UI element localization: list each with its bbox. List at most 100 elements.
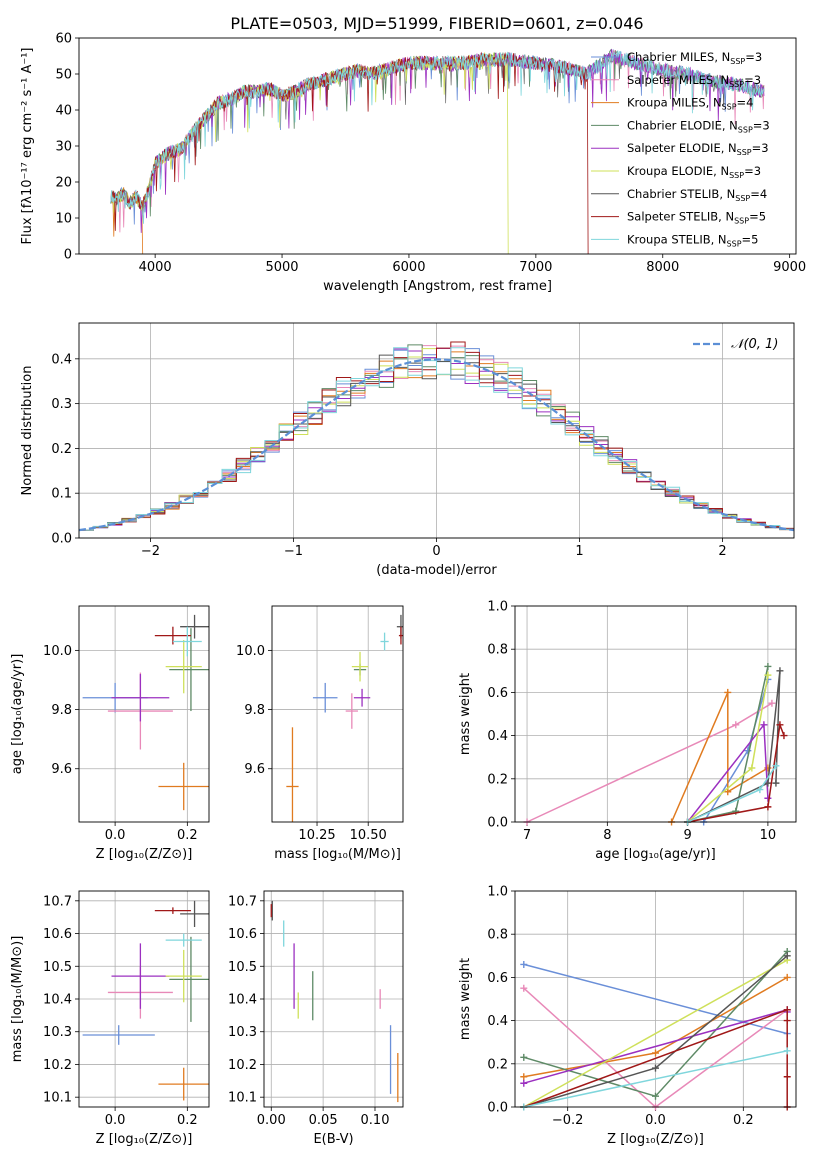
y-tick-label: 10.5 [228, 960, 257, 975]
y-tick-label: 20 [55, 176, 72, 191]
x-axis-label: E(B-V) [313, 1132, 353, 1147]
gaussian-curve [79, 358, 794, 532]
mass-weight-vs-Z-panel: −0.2 0.0 0.2 0.0 0.2 0.4 0.6 0.8 1.0 Z [log₁₀(Z/Z… [458, 885, 797, 1147]
spectrum-lines [110, 48, 765, 254]
y-tick-label: 0.8 [487, 928, 508, 943]
age-vs-Z-panel: 0.0 0.2 9.6 9.8 10.0 Z [log₁₀(Z/Z⊙)] age [log₁… [10, 605, 210, 862]
y-axis-label: age [log₁₀(age/yr)] [10, 654, 25, 775]
y-tick-label: 0.3 [51, 397, 72, 412]
y-tick-label: 10.7 [43, 894, 72, 909]
weight-point-marker [520, 1079, 528, 1087]
x-tick-label: 10 [760, 828, 777, 843]
errorbar-points [286, 614, 403, 822]
y-axis-label: Normed distribution [20, 366, 35, 496]
weight-point-marker [732, 721, 740, 729]
x-tick-label: 8 [603, 828, 611, 843]
axes-frame [78, 890, 210, 1108]
y-tick-label: 10.5 [43, 960, 72, 975]
y-tick-label: 0.6 [487, 971, 508, 986]
x-tick-label: 10.25 [298, 828, 335, 843]
weight-point-marker [724, 688, 732, 696]
x-axis-label: (data-model)/error [376, 563, 497, 578]
weight-point-marker [783, 973, 791, 981]
weight-point-marker [764, 794, 772, 802]
age-vs-mass-panel: 10.25 10.50 9.6 9.8 10.0 mass [log₁₀(M/M⊙)] [236, 605, 404, 862]
legend-entry: 𝒩(0, 1) [731, 337, 778, 352]
x-tick-label: −2 [141, 544, 160, 559]
x-tick-label: 0.0 [105, 828, 126, 843]
x-tick-label: 10.50 [350, 828, 387, 843]
y-tick-label: 10.3 [228, 1025, 257, 1040]
weight-point-marker [520, 1073, 528, 1081]
weight-point-marker [776, 721, 784, 729]
y-tick-label: 10.2 [228, 1058, 257, 1073]
weight-point-marker [764, 662, 772, 670]
weight-point-marker [768, 699, 776, 707]
y-tick-label: 0.2 [51, 442, 72, 457]
x-axis-label: age [log₁₀(age/yr)] [595, 847, 716, 862]
legend-entry: Chabrier ELODIE, NSSP=3 [627, 118, 770, 134]
y-tick-label: 50 [55, 68, 72, 83]
x-tick-label: 6000 [392, 260, 425, 275]
y-tick-label: 10.0 [43, 644, 72, 659]
weight-point-marker [780, 732, 788, 740]
weight-point-marker [652, 1049, 659, 1057]
x-tick-label: 0.05 [309, 1113, 338, 1128]
axes-frame [514, 605, 797, 823]
x-tick-label: 0.2 [733, 1113, 754, 1128]
weight-lines [520, 947, 791, 1111]
x-tick-label: 0.00 [257, 1113, 286, 1128]
axes-frame [263, 890, 404, 1108]
x-tick-label: 0 [432, 544, 440, 559]
weight-series-line [523, 959, 788, 1108]
y-tick-label: 10.3 [43, 1025, 72, 1040]
y-tick-label: 10.0 [236, 644, 265, 659]
weight-point-marker [783, 1073, 791, 1081]
spectrum-series-line [110, 51, 589, 254]
y-tick-label: 10.1 [43, 1091, 72, 1106]
weight-point-marker [652, 1092, 659, 1100]
axes-frame [271, 605, 404, 823]
x-tick-label: −1 [284, 544, 303, 559]
weight-series-line [670, 692, 769, 823]
x-axis-label: Z [log₁₀(Z/Z⊙)] [96, 1132, 193, 1147]
y-tick-label: 40 [55, 104, 72, 119]
weight-point-marker [520, 984, 528, 992]
weight-series-line [687, 670, 781, 823]
weight-point-marker [652, 1064, 659, 1072]
weight-point-marker [783, 952, 791, 960]
figure-title: PLATE=0503, MJD=51999, FIBERID=0601, z=0… [230, 14, 643, 33]
y-tick-label: 0 [64, 248, 72, 263]
errorbar-points [82, 900, 209, 1101]
y-tick-label: 10.4 [43, 993, 72, 1008]
y-tick-label: 0.0 [51, 532, 72, 547]
weight-point-marker [783, 1047, 791, 1055]
x-axis-label: mass [log₁₀(M/M⊙)] [274, 847, 401, 862]
y-axis-label: mass [log₁₀(M/M⊙)] [10, 936, 25, 1063]
weight-point-marker [748, 764, 756, 772]
y-tick-label: 0.2 [487, 1057, 508, 1072]
spectrum-series-line [110, 50, 765, 224]
y-tick-label: 9.6 [51, 762, 72, 777]
x-tick-label: 7000 [519, 260, 552, 275]
y-tick-label: 9.8 [51, 703, 72, 718]
weight-point-marker [520, 960, 528, 968]
y-tick-label: 10.4 [228, 993, 257, 1008]
mass-vs-ebv-panel: 0.00 0.05 0.10 10.1 10.2 10.3 10.4 10.5 10.6 10.7… [228, 890, 404, 1147]
weight-point-marker [764, 671, 772, 679]
y-tick-label: 30 [55, 140, 72, 155]
weight-lines [523, 662, 788, 826]
weight-point-marker [760, 721, 768, 729]
y-tick-label: 1.0 [487, 885, 508, 900]
weight-point-marker [520, 1053, 528, 1061]
weight-point-marker [744, 747, 752, 755]
x-tick-label: 8000 [646, 260, 679, 275]
x-tick-label: 0.2 [177, 1113, 198, 1128]
x-tick-label: 5000 [265, 260, 298, 275]
y-tick-label: 0.0 [487, 1101, 508, 1116]
histograms [79, 341, 794, 538]
y-tick-label: 0.4 [51, 352, 72, 367]
x-tick-label: −0.2 [552, 1113, 584, 1128]
mass-vs-Z-panel: 0.0 0.2 10.1 10.2 10.3 10.4 10.5 10.6 10.7 Z [log… [10, 890, 210, 1147]
legend-entry: Chabrier STELIB, NSSP=4 [627, 187, 767, 203]
